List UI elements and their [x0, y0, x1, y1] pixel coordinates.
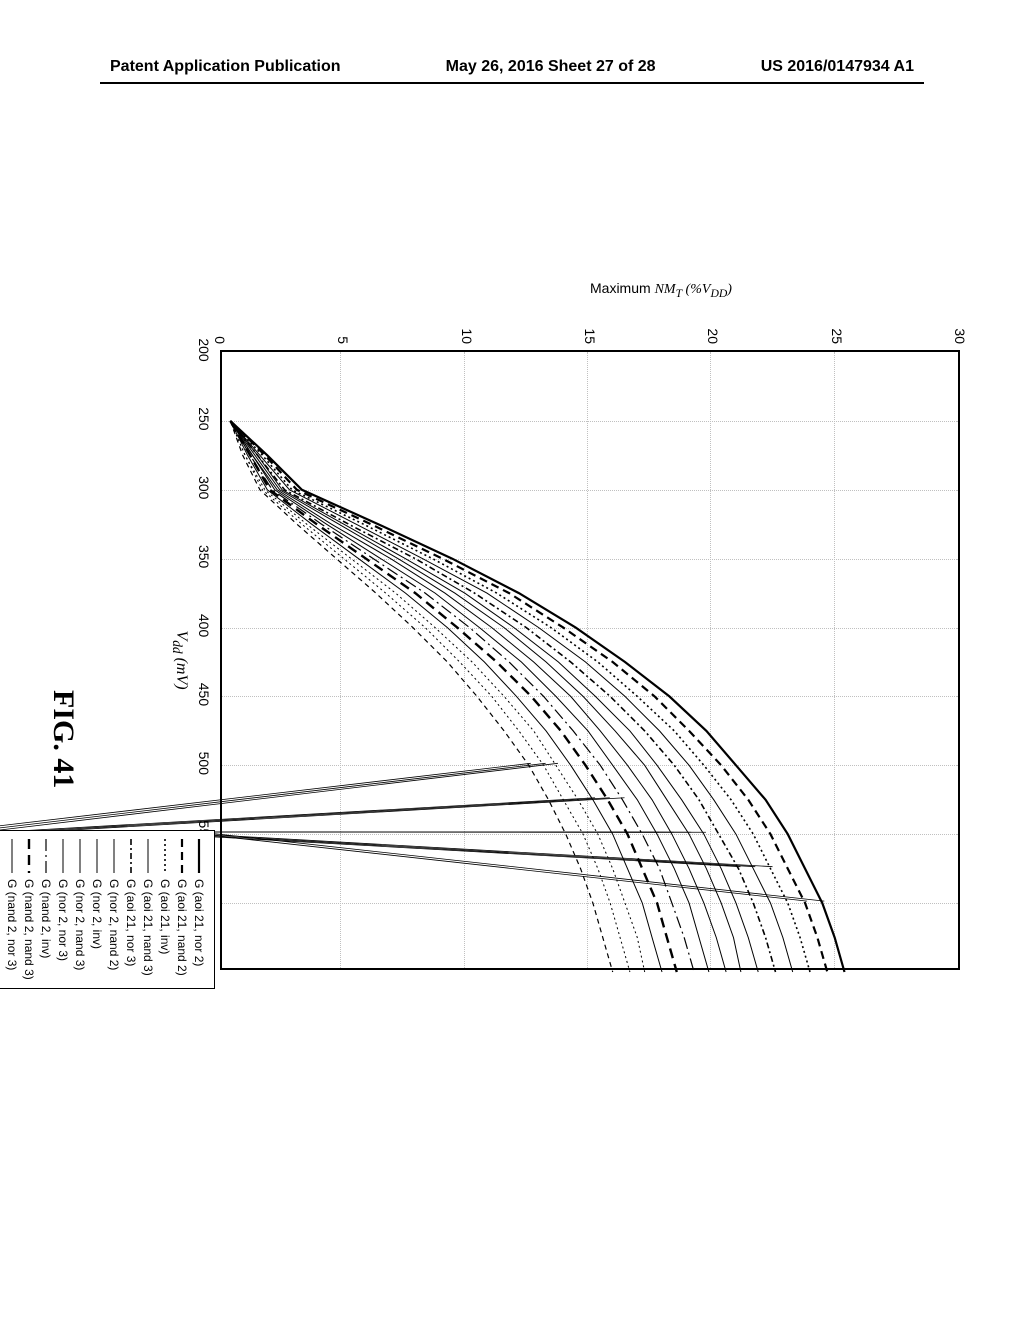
- legend-row: G (aoi 21, nor 2): [191, 839, 208, 980]
- legend-row: G (aoi 21, nand 3): [140, 839, 157, 980]
- legend-label: G (nand 2, nand 3): [23, 879, 37, 980]
- legend-row: G (nor 2, nor 3): [55, 839, 72, 980]
- legend: G (aoi 21, nor 2)G (aoi 21, nand 2)G (ao…: [0, 830, 215, 989]
- legend-row: G (inv, nand 3): [0, 839, 4, 980]
- legend-row: G (nor 2, nand 3): [72, 839, 89, 980]
- header-center: May 26, 2016 Sheet 27 of 28: [446, 58, 656, 76]
- legend-row: G (nor 2, nand 2): [106, 839, 123, 980]
- header-rule: [100, 82, 924, 84]
- leader-line: [127, 832, 740, 867]
- legend-label: G (nor 2, inv): [91, 879, 105, 949]
- legend-label: G (aoi 21, nor 3): [125, 879, 139, 966]
- legend-label: G (inv, nand 3): [0, 879, 3, 957]
- legend-label: G (nor 2, nand 2): [108, 879, 122, 970]
- page-header: Patent Application Publication May 26, 2…: [0, 58, 1024, 76]
- legend-label: G (nor 2, nand 3): [74, 879, 88, 970]
- leader-line: [181, 832, 807, 901]
- legend-label: G (aoi 21, inv): [159, 879, 173, 954]
- legend-row: G (aoi 21, inv): [157, 839, 174, 980]
- header-right: US 2016/0147934 A1: [761, 58, 914, 76]
- legend-label: G (nand 2, nor 3): [6, 879, 20, 970]
- header-left: Patent Application Publication: [110, 58, 341, 76]
- legend-row: G (aoi 21, nand 2): [174, 839, 191, 980]
- legend-row: G (aoi 21, nor 3): [123, 839, 140, 980]
- leader-line: [199, 832, 824, 901]
- legend-row: G (nand 2, nor 3): [4, 839, 21, 980]
- legend-row: G (nor 2, inv): [89, 839, 106, 980]
- legend-label: G (nor 2, nor 3): [57, 879, 71, 961]
- legend-row: G (nand 2, inv): [38, 839, 55, 980]
- legend-label: G (aoi 21, nor 2): [193, 879, 207, 966]
- legend-label: G (nand 2, inv): [40, 879, 54, 958]
- legend-label: G (aoi 21, nand 3): [142, 879, 156, 976]
- chart-rotated-container: 051015202530 200250300350400450500550600…: [20, 270, 1000, 1010]
- legend-row: G (nand 2, nand 3): [21, 839, 38, 980]
- legend-label: G (aoi 21, nand 2): [176, 879, 190, 976]
- figure-caption: FIG. 41: [46, 690, 80, 788]
- leader-line: [0, 763, 558, 832]
